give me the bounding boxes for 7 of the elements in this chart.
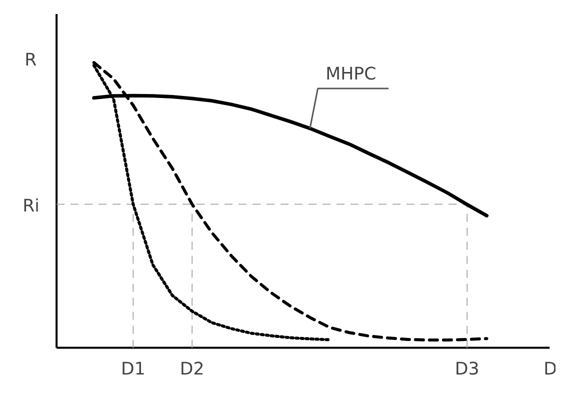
x-tick-label: D1 (120, 360, 146, 380)
y-axis-title: R (24, 50, 37, 71)
x-axis-title: D (544, 360, 557, 380)
x-tick-label: D3 (454, 360, 480, 380)
annotation: MHPC (326, 64, 376, 84)
ref-line-label: Ri (22, 196, 40, 216)
x-tick-label: D2 (180, 360, 204, 380)
